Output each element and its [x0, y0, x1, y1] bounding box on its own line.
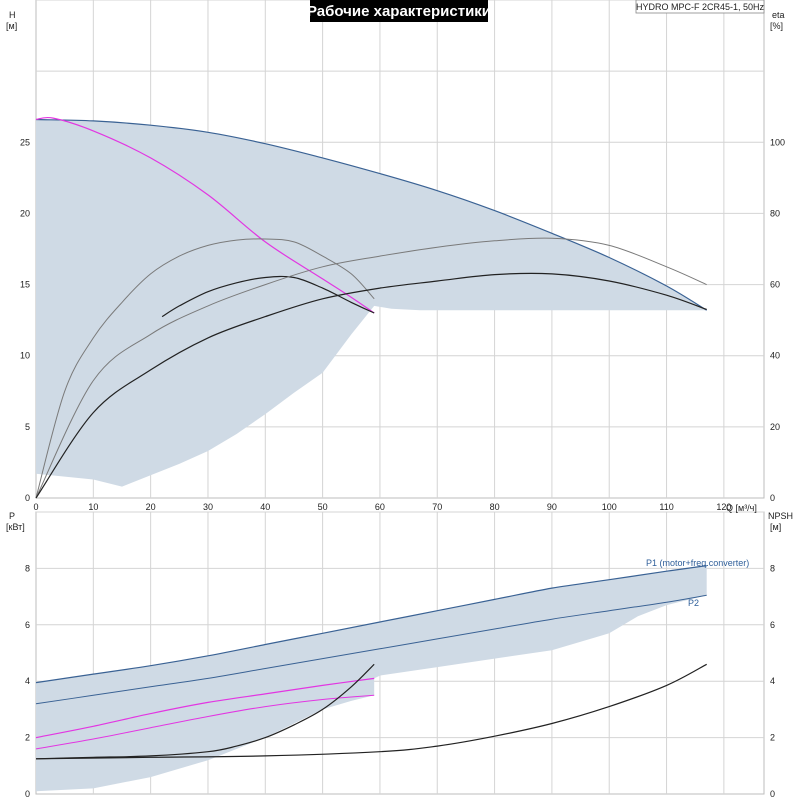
y2-tick-label-0: 0 [770, 789, 775, 799]
bottom-y2-axis-label: NPSH [768, 511, 793, 521]
series-line-1 [35, 116, 375, 314]
x-tick-label-2: 20 [146, 502, 156, 512]
series-line-4 [35, 237, 707, 499]
power-npsh-panel: 0 2 4 6 8 0 2 4 6 8 [25, 511, 775, 799]
series-line-5 [35, 663, 707, 760]
x-tick-label-3: 30 [203, 502, 213, 512]
y2-tick-label-1: 2 [770, 733, 775, 743]
top-y2-axis-label: eta [772, 10, 785, 20]
series-line-5 [35, 272, 707, 499]
y-tick-label-3: 6 [25, 620, 30, 630]
x-tick-label-11: 110 [659, 502, 673, 512]
series-line-0 [35, 118, 708, 311]
bottom-y-axis-label: P [9, 511, 15, 521]
y2-tick-label-5: 100 [770, 137, 785, 147]
model-label-box [635, 0, 765, 14]
x-tick-label-7: 70 [432, 502, 442, 512]
series-line-1 [35, 594, 707, 705]
x-tick-label-5: 50 [318, 502, 328, 512]
top-y-axis-label: H [9, 10, 16, 20]
y-tick-label-0: 0 [25, 493, 30, 503]
p2-series-label: P2 [688, 598, 699, 608]
chart-title-box [310, 0, 488, 22]
y-tick-label-4: 20 [20, 208, 30, 218]
x-tick-label-4: 40 [260, 502, 270, 512]
x-tick-label-6: 60 [375, 502, 385, 512]
y2-tick-label-2: 40 [770, 351, 780, 361]
top-series-lines [35, 116, 708, 499]
bottom-y2-axis-unit: [м] [770, 522, 781, 532]
head-efficiency-panel: 0 10 20 30 40 50 60 70 80 90 100 110 120 0 5 10 15 20 25 0 2… [20, 0, 785, 512]
x-tick-label-0: 0 [33, 502, 38, 512]
x-tick-label-8: 80 [490, 502, 500, 512]
y2-tick-label-4: 8 [770, 563, 775, 573]
y-tick-label-2: 4 [25, 676, 30, 686]
y-tick-label-1: 5 [25, 422, 30, 432]
bottom-y-axis-unit: [кВт] [6, 522, 25, 532]
y-tick-label-5: 25 [20, 137, 30, 147]
y-tick-label-4: 8 [25, 563, 30, 573]
y2-tick-label-3: 6 [770, 620, 775, 630]
bottom-series-lines [35, 565, 707, 760]
x-axis-label: Q [м³/ч] [726, 503, 757, 513]
operating-area-0 [36, 119, 707, 487]
series-line-3 [161, 275, 375, 318]
top-y-axis-unit: [м] [6, 21, 17, 31]
chart-title: Рабочие характеристики [307, 3, 491, 20]
y-tick-label-3: 15 [20, 280, 30, 290]
y2-tick-label-0: 0 [770, 493, 775, 503]
series-line-2 [35, 677, 375, 739]
series-line-0 [35, 565, 707, 684]
y2-tick-label-3: 60 [770, 280, 780, 290]
y-tick-label-2: 10 [20, 351, 30, 361]
y-tick-label-1: 2 [25, 733, 30, 743]
x-tick-label-9: 90 [547, 502, 557, 512]
p1-series-label: P1 (motor+freq.converter) [646, 558, 749, 568]
x-tick-label-12: 120 [716, 502, 731, 512]
x-tick-label-1: 10 [88, 502, 98, 512]
series-line-3 [35, 694, 375, 750]
y2-tick-label-4: 80 [770, 208, 780, 218]
top-tick-labels: 0 10 20 30 40 50 60 70 80 90 100 110 120 0 5 10 15 20 25 0 2… [20, 137, 785, 512]
y-tick-label-0: 0 [25, 789, 30, 799]
x-tick-label-10: 100 [602, 502, 617, 512]
model-label: HYDRO MPC-F 2CR45-1, 50Hz [636, 2, 765, 12]
series-line-2 [35, 238, 375, 499]
series-line-4 [35, 663, 375, 760]
y2-tick-label-1: 20 [770, 422, 780, 432]
bottom-tick-labels: 0 2 4 6 8 0 2 4 6 8 [25, 563, 775, 799]
top-y2-axis-unit: [%] [770, 21, 783, 31]
y2-tick-label-2: 4 [770, 676, 775, 686]
top-fill-areas [36, 119, 707, 487]
